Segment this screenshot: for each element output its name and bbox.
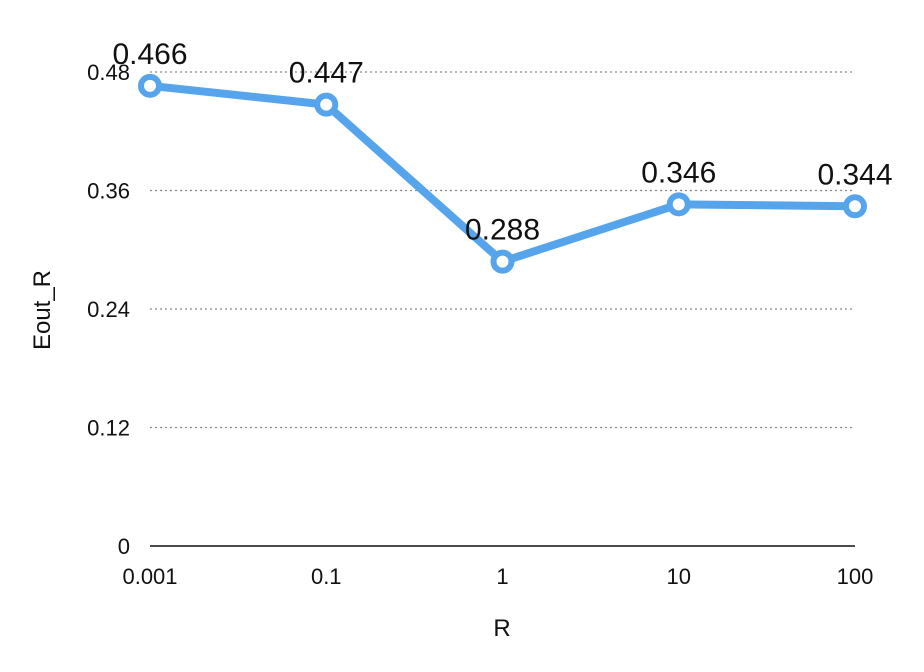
series-layer [138,73,867,274]
data-label: 0.344 [817,158,892,191]
data-point [490,249,515,274]
y-tick-label: 0.12 [87,416,130,441]
x-tick-label: 1 [496,564,508,589]
data-point [138,73,162,98]
y-axis-title: Eout_R [29,270,56,350]
x-tick-label: 0.001 [122,564,177,589]
x-tick-label: 0.1 [311,564,342,589]
data-label: 0.288 [465,214,540,247]
x-tick-label: 10 [667,564,691,589]
data-label: 0.447 [289,57,364,90]
x-axis-title: R [493,615,510,642]
data-label: 0.466 [112,38,187,71]
y-tick-label: 0.24 [87,297,130,322]
data-label: 0.346 [641,156,716,189]
y-tick-label: 0.36 [87,179,130,204]
y-tick-label: 0.48 [87,60,130,85]
label-layer: 0.466 0.447 0.288 0.346 0.344 [112,38,892,247]
data-point [843,194,867,219]
data-point [666,192,691,217]
axis-layer: 0 0.12 0.24 0.36 0.48 0.001 0.1 1 10 100 [87,60,873,589]
x-tick-label: 100 [837,564,874,589]
y-tick-label: 0 [118,534,130,559]
data-point [314,92,339,117]
